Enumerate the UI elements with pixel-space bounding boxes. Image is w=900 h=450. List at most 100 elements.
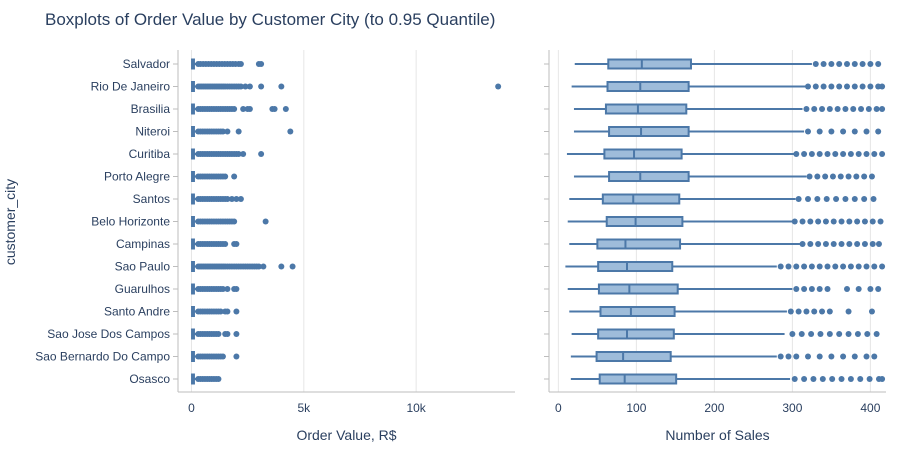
outlier-point [836, 331, 843, 337]
outlier-point [785, 353, 792, 360]
outlier-point [242, 83, 249, 90]
box-niteroi [573, 126, 882, 137]
iqr-box [605, 216, 684, 227]
iqr-box [597, 328, 675, 340]
x-tick-label: 0 [188, 401, 195, 415]
outlier-point [810, 376, 817, 382]
box-brasilia [573, 103, 886, 115]
outlier-point [224, 196, 231, 202]
outlier-point [791, 376, 798, 382]
outlier-point [871, 151, 878, 157]
outlier-point [215, 376, 222, 382]
outlier-point [847, 263, 854, 270]
outlier-point [832, 151, 839, 157]
outlier-point [793, 353, 800, 360]
outlier-point [875, 128, 882, 135]
iqr-box [606, 81, 690, 92]
outlier-point [217, 308, 224, 315]
outlier-point [816, 353, 823, 360]
box-rio-de-janeiro [191, 81, 502, 92]
outlier-point [793, 263, 800, 270]
box-niteroi [191, 126, 294, 137]
x-tick-label: 5k [297, 401, 311, 415]
outlier-point [793, 151, 800, 157]
outlier-point [804, 128, 811, 135]
iqr-box [604, 103, 688, 115]
outlier-point [258, 83, 265, 90]
outlier-point [843, 286, 850, 292]
box-sao-jose-dos-campos [571, 328, 880, 340]
outlier-point [859, 83, 866, 90]
box-curitiba [191, 148, 265, 160]
outlier-point [289, 263, 296, 270]
city-label: Campinas [116, 237, 170, 251]
outlier-point [819, 376, 826, 382]
outlier-point [828, 83, 835, 90]
outlier-point [219, 286, 226, 292]
outlier-point [824, 286, 831, 292]
outlier-point [858, 106, 865, 112]
outlier-point [804, 196, 811, 202]
outlier-point [879, 376, 886, 382]
outlier-point [863, 128, 870, 135]
outlier-point [850, 106, 857, 112]
box-salvador [191, 58, 265, 70]
outlier-point [875, 286, 882, 292]
outlier-point [855, 286, 862, 292]
outlier-point [870, 196, 877, 202]
outlier-point [847, 151, 854, 157]
city-label: Porto Alegre [104, 170, 170, 184]
city-labels: Salvador Rio De Janeiro Brasilia Niteroi Cur… [35, 57, 170, 386]
outlier-point [278, 263, 285, 270]
outlier-point [877, 218, 884, 225]
outlier-point [840, 128, 847, 135]
outlier-point [271, 106, 278, 112]
city-label: Santos [133, 192, 170, 206]
outlier-point [795, 308, 802, 315]
outlier-point [801, 376, 808, 382]
box-santo-andre [191, 306, 240, 317]
outlier-point [857, 376, 864, 382]
city-label: Rio De Janeiro [91, 80, 171, 94]
outlier-point [233, 353, 240, 360]
outlier-point [830, 218, 837, 225]
outlier-point [868, 173, 875, 180]
outlier-point [799, 241, 806, 247]
outlier-point [826, 331, 833, 337]
outlier-point [224, 308, 231, 315]
outlier-point [822, 218, 829, 225]
outlier-point [851, 61, 858, 67]
outlier-point [237, 196, 244, 202]
outlier-point [237, 83, 244, 90]
outlier-point [807, 241, 814, 247]
outlier-point [873, 106, 880, 112]
city-label: Sao Jose Dos Campos [47, 327, 170, 341]
iqr-box [595, 351, 672, 362]
outlier-point [843, 83, 850, 90]
outlier-point [804, 353, 811, 360]
outlier-point [861, 173, 868, 180]
outlier-point [820, 61, 827, 67]
iqr-box [608, 171, 690, 182]
outlier-point [836, 83, 843, 90]
outlier-point [789, 331, 796, 337]
box-porto-alegre [573, 171, 875, 182]
outlier-point [233, 286, 240, 292]
outlier-point [868, 308, 875, 315]
outlier-point [851, 83, 858, 90]
outlier-point [233, 196, 240, 202]
outlier-point [807, 218, 814, 225]
outlier-point [224, 286, 231, 292]
outlier-point [803, 106, 810, 112]
x-tick-label: 300 [782, 401, 802, 415]
outlier-point [819, 308, 826, 315]
box-rio-de-janeiro [571, 81, 886, 92]
outlier-point [801, 151, 808, 157]
outlier-point [262, 218, 269, 225]
outlier-point [846, 241, 853, 247]
box-brasilia [191, 103, 289, 115]
outlier-point [843, 61, 850, 67]
outlier-point [861, 241, 868, 247]
box-guarulhos [567, 283, 882, 295]
outlier-point [222, 241, 229, 247]
